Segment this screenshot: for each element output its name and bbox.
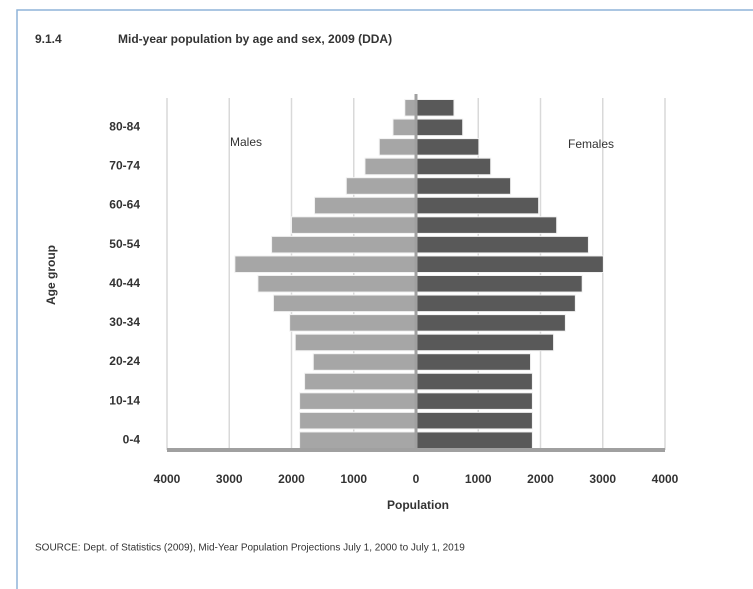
bar bbox=[415, 138, 480, 156]
bar bbox=[404, 99, 417, 117]
bar bbox=[378, 138, 417, 156]
y-tick-label: 30-34 bbox=[109, 315, 140, 329]
bar bbox=[314, 196, 417, 215]
x-tick-label: 3000 bbox=[216, 472, 243, 486]
y-tick-label: 40-44 bbox=[109, 276, 140, 290]
bar bbox=[415, 314, 566, 332]
x-axis-label: Population bbox=[387, 498, 449, 512]
bar bbox=[345, 177, 417, 195]
bar bbox=[294, 333, 417, 352]
bar bbox=[271, 235, 417, 254]
bar bbox=[304, 372, 417, 391]
bar bbox=[415, 431, 533, 450]
bar bbox=[299, 431, 417, 450]
x-tick-label: 3000 bbox=[589, 472, 616, 486]
y-tick-label: 50-54 bbox=[109, 237, 140, 251]
y-tick-label: 80-84 bbox=[109, 120, 140, 134]
source-note: SOURCE: Dept. of Statistics (2009), Mid-… bbox=[35, 543, 465, 554]
bar bbox=[234, 255, 417, 273]
legend-label: Females bbox=[568, 137, 614, 151]
x-tick-label: 1000 bbox=[340, 472, 367, 486]
x-tick-label: 4000 bbox=[154, 472, 181, 486]
y-tick-label: 10-14 bbox=[109, 393, 140, 407]
y-tick-label: 70-74 bbox=[109, 159, 140, 173]
bar bbox=[415, 216, 558, 234]
bar bbox=[415, 333, 555, 352]
bar bbox=[415, 411, 533, 430]
bar bbox=[364, 157, 417, 176]
y-tick-label: 0-4 bbox=[123, 432, 141, 446]
bar bbox=[272, 294, 417, 313]
x-tick-label: 2000 bbox=[527, 472, 554, 486]
x-tick-label: 2000 bbox=[278, 472, 305, 486]
legend-label: Males bbox=[230, 135, 262, 149]
bar bbox=[289, 314, 417, 332]
bar bbox=[415, 255, 604, 273]
chart-number: 9.1.4 bbox=[35, 32, 62, 46]
frame bbox=[16, 9, 753, 589]
bar bbox=[415, 353, 532, 371]
x-tick-label: 0 bbox=[413, 472, 420, 486]
bar bbox=[415, 118, 464, 137]
bar bbox=[415, 99, 455, 117]
bar bbox=[415, 157, 492, 176]
bar bbox=[415, 177, 512, 195]
bar bbox=[257, 275, 417, 293]
bar bbox=[312, 353, 417, 371]
bar bbox=[415, 275, 583, 293]
bar bbox=[415, 372, 533, 391]
y-axis-label: Age group bbox=[44, 245, 58, 305]
bar bbox=[299, 392, 417, 410]
chart-title: Mid-year population by age and sex, 2009… bbox=[118, 32, 392, 46]
bar bbox=[415, 196, 540, 215]
y-tick-label: 60-64 bbox=[109, 198, 140, 212]
bar bbox=[415, 235, 589, 254]
bar bbox=[299, 411, 417, 430]
x-tick-label: 4000 bbox=[652, 472, 679, 486]
y-tick-label: 20-24 bbox=[109, 354, 140, 368]
bar bbox=[291, 216, 417, 234]
bar bbox=[415, 392, 533, 410]
bar bbox=[392, 118, 417, 137]
x-tick-label: 1000 bbox=[465, 472, 492, 486]
bar bbox=[415, 294, 576, 313]
